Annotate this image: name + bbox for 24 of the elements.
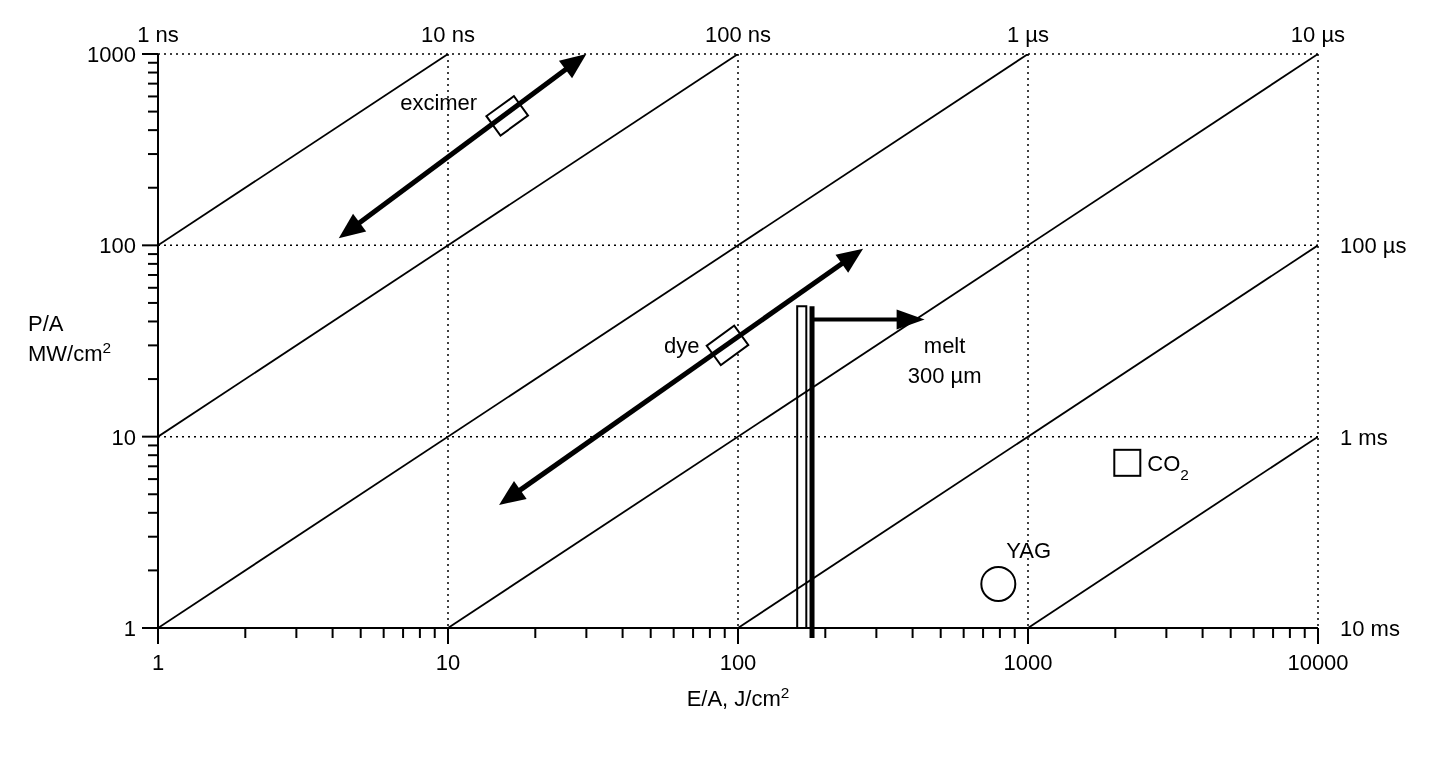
x-tick-label: 10000 — [1287, 650, 1349, 675]
y-tick-label: 10 — [111, 424, 136, 450]
x-tick-label: 1 — [151, 650, 165, 675]
x-tick-label: 10 — [435, 650, 461, 675]
annotation: melt 300 µm — [907, 333, 982, 389]
series-label: 10 ns — [421, 22, 475, 47]
y-tick-label: 1 — [123, 616, 136, 641]
series-label: CO$_{2}$ — [1147, 450, 1189, 483]
x-tick-label: 100 — [719, 650, 757, 675]
series-label: 100 µs — [1340, 233, 1407, 259]
y-axis-title: P/A MW/cm$^{2}$ — [28, 311, 112, 366]
x-axis-title: E/A, J/cm$^{2}$ — [686, 683, 790, 711]
series-label: 10 µs — [1290, 22, 1346, 47]
series-label: 100 ns — [704, 22, 772, 47]
text: 1 ns — [137, 22, 179, 47]
text: 10 ms — [1340, 616, 1400, 641]
series-label: YAG — [1006, 537, 1052, 563]
series-label: excimer — [400, 89, 478, 115]
series-label: 1 µs — [1006, 22, 1050, 47]
x-tick-label: 1000 — [1003, 650, 1053, 675]
series-label: 1 ms — [1340, 424, 1388, 450]
series-label: dye — [664, 333, 700, 359]
y-tick-label: 1000 — [87, 42, 136, 67]
y-tick-label: 100 — [99, 233, 136, 259]
